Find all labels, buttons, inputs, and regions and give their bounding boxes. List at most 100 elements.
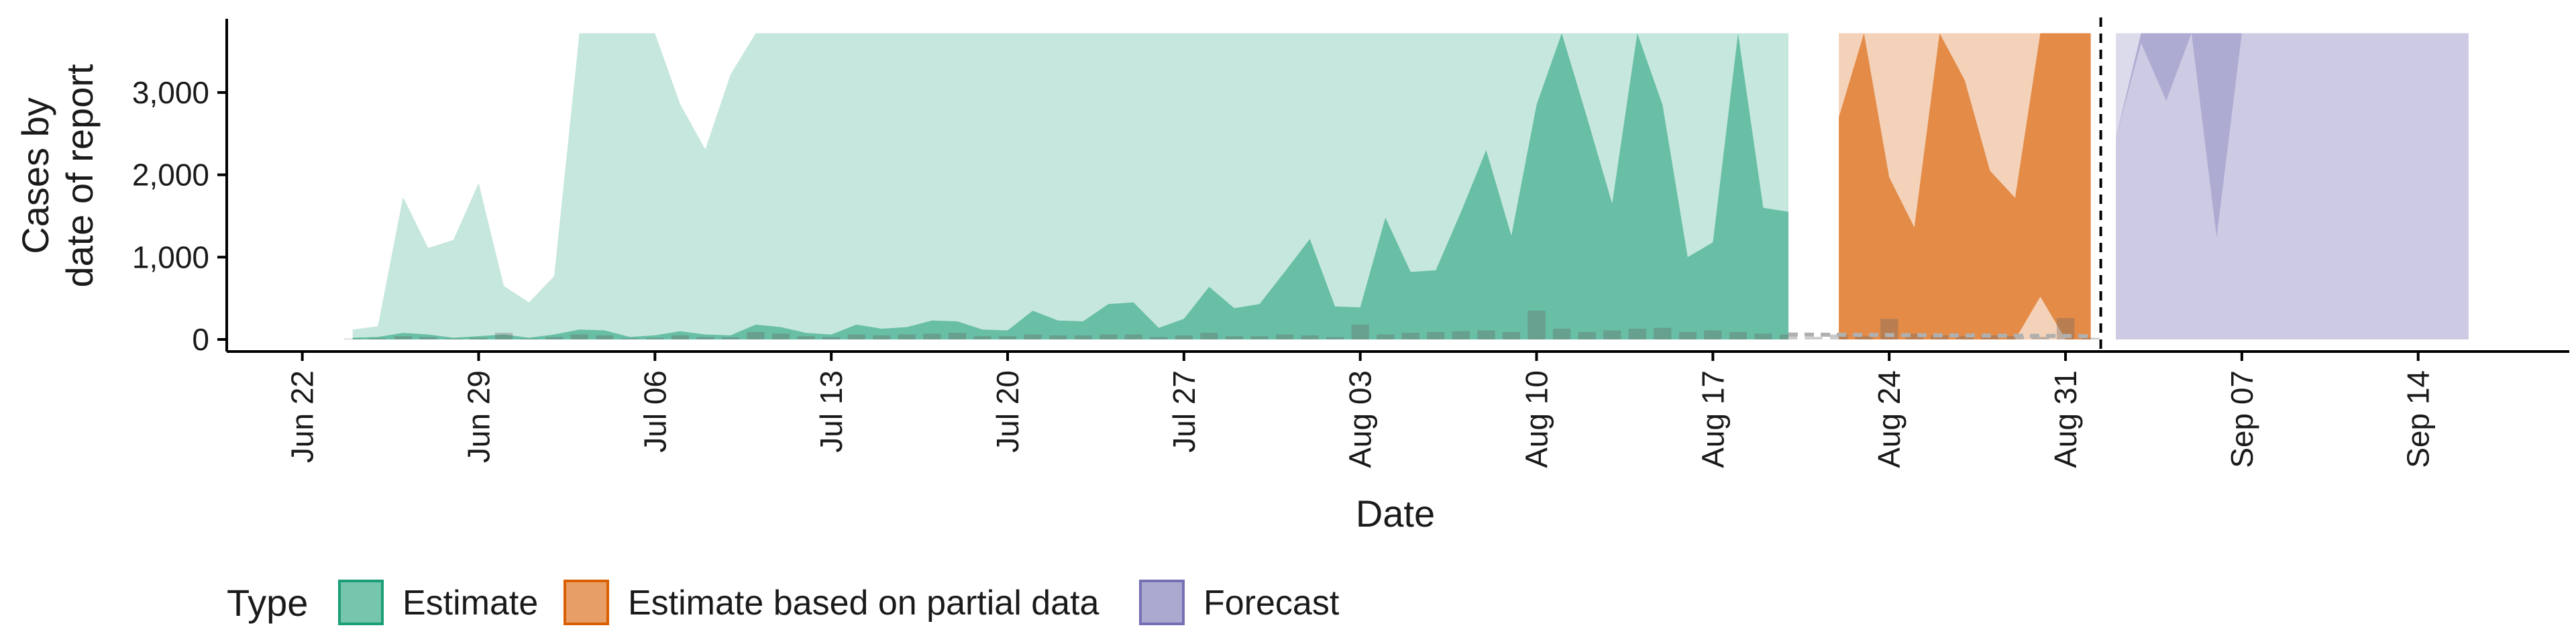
observed-bar	[369, 338, 387, 339]
observed-bar	[898, 334, 916, 339]
legend-label-forecast: Forecast	[1203, 584, 1340, 623]
observed-bar	[1024, 334, 1042, 339]
observed-bar	[1049, 335, 1067, 339]
y-tick-label: 1,000	[132, 239, 209, 274]
observed-bar	[1527, 311, 1546, 339]
observed-bar	[1678, 332, 1697, 339]
legend: Type Estimate Estimate based on partial …	[227, 580, 1340, 625]
observed-bar	[1124, 334, 1142, 339]
observed-bar	[797, 336, 815, 339]
observed-bar	[1452, 331, 1470, 339]
observed-bar	[1830, 334, 1848, 339]
observed-bar	[771, 333, 790, 339]
observed-bar	[2082, 337, 2100, 339]
observed-bar	[2031, 337, 2049, 339]
observed-bar	[1552, 329, 1571, 339]
median-layer	[352, 33, 2469, 339]
tick-layer: 0 1,000 2,000 3,000 Jun 22 Jun 29 Jul 06 Jul 13…	[132, 75, 2436, 468]
x-tick-label: Jul 20	[990, 370, 1025, 453]
observed-bar	[998, 336, 1017, 339]
legend-swatch-forecast	[1139, 580, 1185, 625]
x-tick-label: Aug 10	[1519, 370, 1554, 468]
legend-label-partial: Estimate based on partial data	[628, 584, 1099, 623]
observed-bar	[545, 337, 564, 339]
observed-bar	[1502, 332, 1521, 339]
observed-bar	[1805, 337, 1823, 339]
y-axis-title-line-1: Cases by	[14, 97, 56, 254]
observed-bar	[1351, 324, 1369, 339]
observed-trend-line	[1788, 332, 2091, 339]
axes-layer	[225, 17, 2569, 353]
y-axis-title-line-2: date of report	[58, 64, 101, 288]
observed-bar	[621, 338, 639, 339]
observed-bar	[1905, 333, 1923, 339]
observed-bar	[1099, 334, 1118, 339]
forecast-inner-band	[2116, 33, 2469, 339]
estimate-median-area	[352, 33, 1789, 339]
observed-bar	[2006, 336, 2025, 339]
observed-bar	[847, 334, 865, 339]
x-tick-label: Jun 22	[285, 370, 320, 463]
observed-bar	[1654, 327, 1672, 339]
observed-bar	[646, 337, 664, 339]
x-tick-label: Jul 13	[814, 370, 849, 453]
observed-bar	[1301, 335, 1319, 339]
forecast-median-area	[2116, 33, 2469, 237]
observed-bar	[596, 335, 614, 339]
observed-bar	[494, 333, 513, 339]
x-tick-label: Aug 17	[1695, 370, 1730, 468]
observed-bar	[1603, 330, 1621, 339]
observed-bar	[1250, 336, 1269, 339]
y-tick-label: 0	[192, 322, 209, 357]
observed-bar	[973, 336, 991, 339]
observed-bar	[1578, 332, 1596, 339]
observed-bar	[923, 333, 941, 339]
observed-bar	[1074, 335, 1092, 339]
observed-bar	[1377, 334, 1395, 339]
forecast-upper-band	[2116, 33, 2469, 339]
observed-bar	[1704, 330, 1722, 339]
observed-bar	[1729, 332, 1748, 339]
observed-bar	[394, 336, 412, 339]
observed-bar	[1754, 333, 1772, 339]
y-tick-label: 3,000	[132, 75, 209, 110]
x-tick-label: Aug 24	[1872, 370, 1907, 468]
x-tick-label: Sep 14	[2401, 370, 2436, 468]
legend-label-estimate: Estimate	[402, 584, 538, 623]
x-tick-label: Jul 06	[637, 370, 672, 453]
observed-bar	[1200, 333, 1218, 339]
observed-bar	[570, 334, 588, 339]
observed-bar	[822, 337, 841, 339]
observed-bar	[1427, 332, 1445, 339]
x-tick-label: Aug 31	[2048, 370, 2083, 468]
observed-bar	[419, 337, 437, 339]
legend-swatch-estimate	[338, 580, 384, 625]
x-tick-label: Aug 03	[1343, 370, 1378, 468]
observed-bar	[1477, 330, 1495, 339]
observed-bar	[873, 335, 891, 339]
observed-bars-layer	[343, 311, 2100, 339]
observed-bar	[1931, 335, 1949, 339]
observed-bar	[747, 332, 765, 339]
partial-median-area	[1839, 33, 2091, 339]
observed-bar	[671, 335, 689, 339]
observed-bar	[1175, 335, 1193, 339]
y-tick-label: 2,000	[132, 158, 209, 193]
observed-bar	[1955, 336, 1974, 339]
legend-swatch-partial	[564, 580, 609, 625]
x-axis-title: Date	[1356, 492, 1435, 535]
observed-bar	[721, 337, 740, 339]
observed-bar	[696, 337, 714, 339]
observed-bar	[1779, 334, 1798, 339]
observed-bar	[1275, 334, 1294, 339]
x-tick-label: Sep 07	[2224, 370, 2259, 468]
observed-bar	[1326, 337, 1344, 339]
observed-bar	[470, 337, 488, 339]
observed-bar	[1401, 333, 1419, 339]
x-tick-label: Jul 27	[1167, 370, 1201, 453]
estimate-upper-band	[352, 33, 1789, 339]
observed-bar	[1225, 336, 1244, 339]
observed-bar	[948, 333, 967, 339]
observed-bar	[1628, 329, 1646, 339]
